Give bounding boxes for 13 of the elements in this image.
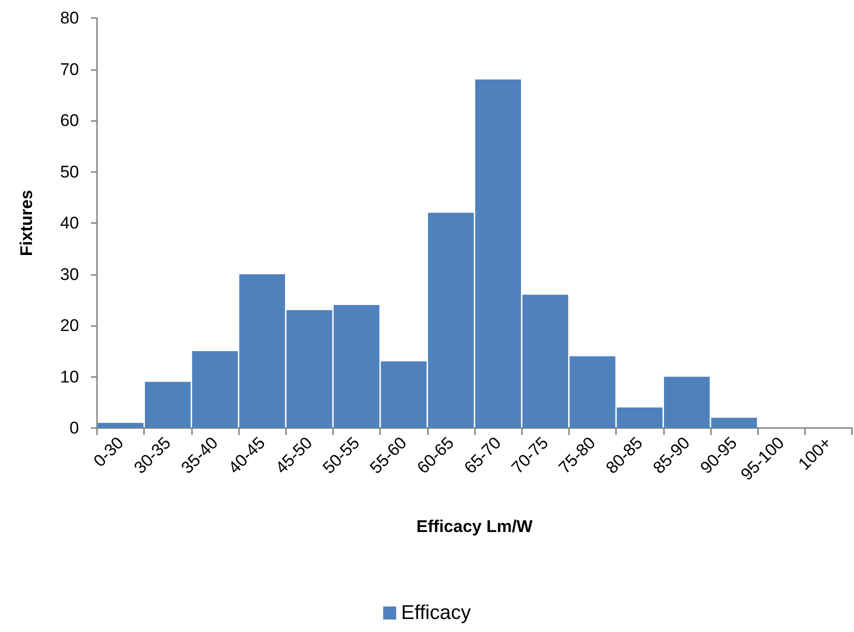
x-tick-label: 0-30: [90, 433, 128, 471]
y-tick-label: 20: [60, 316, 79, 335]
y-tick-label: 40: [60, 214, 79, 232]
y-tick-label: 0: [70, 418, 79, 438]
y-tick-label: 50: [60, 162, 79, 182]
y-tick-label: 70: [60, 60, 79, 79]
y-tick-label: 10: [60, 367, 79, 386]
y-tick-label: 60: [60, 111, 79, 130]
y-tick-label: 30: [60, 264, 79, 284]
legend-label: Efficacy: [401, 602, 471, 624]
y-tick-label: 80: [60, 8, 79, 28]
y-axis-title: Fixtures: [17, 190, 36, 256]
x-axis-title: Efficacy Lm/W: [416, 517, 534, 536]
